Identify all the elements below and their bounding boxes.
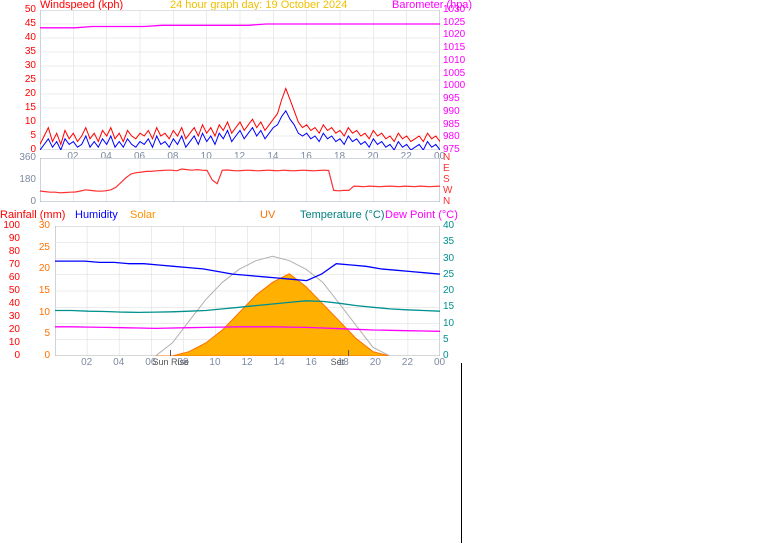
legend-temperature-c-: Temperature (°C) bbox=[300, 210, 384, 221]
legend-dew-point-c-: Dew Point (°C) bbox=[385, 210, 458, 221]
legend-humidity: Humidity bbox=[75, 210, 118, 221]
legend-uv: UV bbox=[260, 210, 275, 221]
vertical-divider bbox=[461, 363, 462, 543]
weather-dashboard: Windspeed (kph) 24 hour graph day: 19 Oc… bbox=[0, 0, 761, 543]
legend-rainfall-mm-: Rainfall (mm) bbox=[0, 210, 65, 221]
multi-weather-chart bbox=[55, 226, 440, 356]
legend-solar: Solar bbox=[130, 210, 156, 221]
sunset-label: Set bbox=[331, 358, 345, 367]
wind-barometer-chart bbox=[40, 10, 440, 150]
wind-direction-chart bbox=[40, 158, 440, 202]
sunrise-label: Sun Rise bbox=[153, 358, 190, 367]
